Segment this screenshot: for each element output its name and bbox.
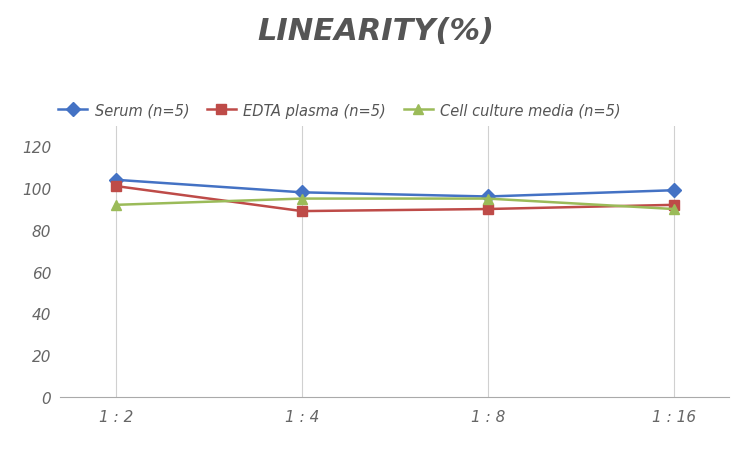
Cell culture media (n=5) (669, 207, 678, 212)
EDTA plasma (n=5) (297, 209, 306, 214)
Line: Serum (n=5): Serum (n=5) (111, 175, 678, 202)
EDTA plasma (n=5) (111, 184, 120, 189)
Serum (n=5) (484, 194, 493, 200)
EDTA plasma (n=5) (484, 207, 493, 212)
Line: Cell culture media (n=5): Cell culture media (n=5) (111, 194, 678, 214)
Cell culture media (n=5) (484, 197, 493, 202)
Serum (n=5) (669, 188, 678, 193)
Cell culture media (n=5) (111, 202, 120, 208)
Text: LINEARITY(%): LINEARITY(%) (257, 17, 495, 46)
Serum (n=5) (297, 190, 306, 196)
Serum (n=5) (111, 178, 120, 183)
Cell culture media (n=5) (297, 197, 306, 202)
Line: EDTA plasma (n=5): EDTA plasma (n=5) (111, 182, 678, 216)
Legend: Serum (n=5), EDTA plasma (n=5), Cell culture media (n=5): Serum (n=5), EDTA plasma (n=5), Cell cul… (53, 97, 626, 124)
EDTA plasma (n=5) (669, 202, 678, 208)
